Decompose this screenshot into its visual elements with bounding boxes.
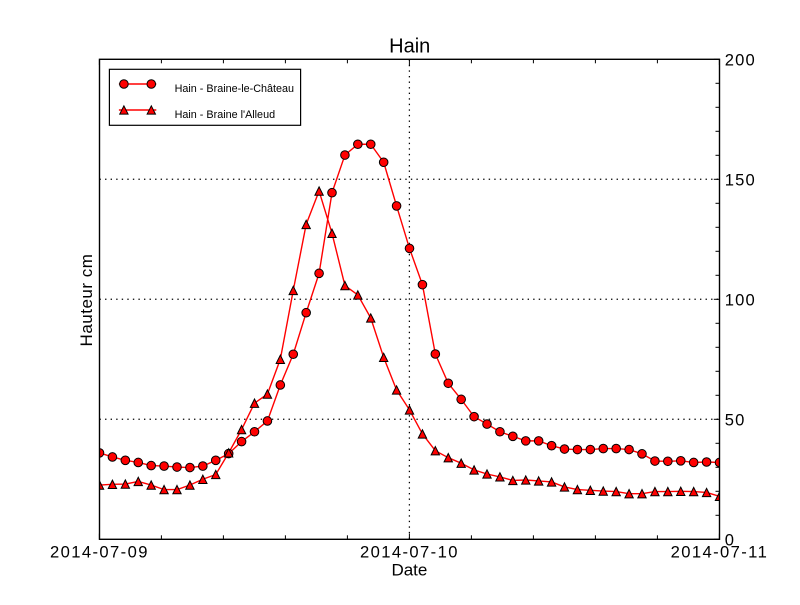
svg-text:2014-07-10: 2014-07-10 (360, 543, 459, 562)
svg-text:Hauteur cm: Hauteur cm (77, 254, 96, 347)
svg-text:2014-07-11: 2014-07-11 (671, 543, 769, 562)
svg-text:Date: Date (391, 561, 427, 580)
svg-text:0: 0 (725, 530, 735, 549)
svg-text:150: 150 (725, 170, 756, 189)
svg-text:Hain - Braine l'Alleud: Hain - Braine l'Alleud (175, 109, 275, 121)
svg-text:200: 200 (725, 50, 756, 69)
svg-text:100: 100 (725, 290, 756, 309)
svg-text:50: 50 (725, 410, 746, 429)
svg-text:Hain: Hain (389, 36, 430, 58)
svg-text:Hain - Braine-le-Château: Hain - Braine-le-Château (175, 83, 294, 95)
svg-text:2014-07-09: 2014-07-09 (50, 543, 149, 562)
